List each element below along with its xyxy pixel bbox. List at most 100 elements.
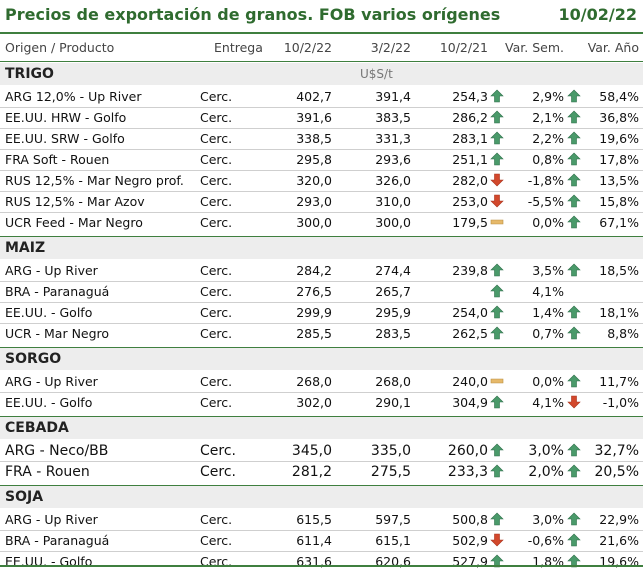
delivery-cell: Cerc. [200,395,233,410]
var-year-cell: -1,0% [602,395,639,410]
var-week-cell: 3,0% [532,512,564,527]
delivery-cell: Cerc. [200,374,233,389]
var-week-cell: -0,6% [527,533,564,548]
arrow-up-icon [490,443,504,457]
delivery-cell: Cerc. [200,152,233,167]
arrow-up-icon [490,305,504,319]
arrow-up-icon [567,89,581,103]
delivery-cell: Cerc. [200,533,233,548]
header-var-year: Var. Año [587,40,639,55]
arrow-up-icon [567,464,581,478]
price-week-ago-cell: 326,0 [375,173,411,188]
header-delivery: Entrega [214,40,263,55]
var-week-cell: 1,4% [532,305,564,320]
var-year-cell: 8,8% [607,326,639,341]
price-week-ago-cell: 295,9 [375,305,411,320]
var-year-cell: 58,4% [599,89,639,104]
var-week-cell: 0,0% [532,215,564,230]
table-row: ARG - Up River Cerc. 284,2 274,4 239,8 3,5% 18… [0,261,643,282]
price-year-ago-cell: 251,1 [452,152,488,167]
section-divider [0,236,643,237]
var-week-cell: 2,2% [532,131,564,146]
var-year-cell: 19,6% [599,131,639,146]
price-current-cell: 611,4 [296,533,332,548]
price-week-ago-cell: 383,5 [375,110,411,125]
price-year-ago-cell: 233,3 [447,464,488,480]
var-year-cell: 13,5% [599,173,639,188]
section-divider [0,347,643,348]
arrow-up-icon [567,215,581,229]
section-title: CEBADA [5,420,69,436]
delivery-cell: Cerc. [200,443,236,459]
price-week-ago-cell: 268,0 [375,374,411,389]
var-week-cell: 0,8% [532,152,564,167]
header-col1: 10/2/22 [283,40,332,55]
price-week-ago-cell: 310,0 [375,194,411,209]
price-year-ago-cell: 260,0 [447,443,488,459]
delivery-cell: Cerc. [200,263,233,278]
delivery-cell: Cerc. [200,326,233,341]
arrow-up-icon [490,464,504,478]
price-current-cell: 284,2 [296,263,332,278]
arrow-up-icon [490,89,504,103]
table-row: EE.UU. SRW - Golfo Cerc. 338,5 331,3 283,1 2,… [0,129,643,150]
header-var-week: Var. Sem. [505,40,564,55]
var-year-cell: 15,8% [599,194,639,209]
delivery-cell: Cerc. [200,464,236,480]
price-week-ago-cell: 275,5 [370,464,411,480]
price-current-cell: 285,5 [296,326,332,341]
table-header: Origen / Producto Entrega 10/2/22 3/2/22… [0,36,643,60]
var-year-cell: 18,1% [599,305,639,320]
price-year-ago-cell: 282,0 [452,173,488,188]
section-title: MAIZ [5,240,46,256]
product-cell: ARG - Neco/BB [5,443,109,459]
price-year-ago-cell: 239,8 [452,263,488,278]
price-current-cell: 281,2 [291,464,332,480]
table-row: FRA - Rouen Cerc. 281,2 275,5 233,3 2,0% 20,5% [0,462,643,483]
var-week-cell: 2,1% [532,110,564,125]
table-row: EE.UU. - Golfo Cerc. 299,9 295,9 254,0 1,4% 18… [0,303,643,324]
var-year-cell: 20,5% [594,464,639,480]
delivery-cell: Cerc. [200,110,233,125]
table-row: EE.UU. - Golfo Cerc. 631,6 620,6 527,9 1,8% 19… [0,552,643,573]
arrow-up-icon [490,284,504,298]
price-week-ago-cell: 290,1 [375,395,411,410]
arrow-up-icon [490,395,504,409]
price-week-ago-cell: 335,0 [370,443,411,459]
header-col2: 3/2/22 [370,40,411,55]
section-header: SOJA [0,486,643,508]
price-week-ago-cell: 274,4 [375,263,411,278]
arrow-up-icon [567,533,581,547]
section-title: SORGO [5,351,62,367]
price-week-ago-cell: 265,7 [375,284,411,299]
price-year-ago-cell: 179,5 [452,215,488,230]
delivery-cell: Cerc. [200,305,233,320]
table-row: ARG - Up River Cerc. 615,5 597,5 500,8 3,0% 22… [0,510,643,531]
arrow-down-icon [490,173,504,187]
table-row: RUS 12,5% - Mar Azov Cerc. 293,0 310,0 253,0… [0,192,643,213]
var-week-cell: 4,1% [532,284,564,299]
price-week-ago-cell: 597,5 [375,512,411,527]
product-cell: ARG 12,0% - Up River [5,89,142,104]
price-week-ago-cell: 283,5 [375,326,411,341]
arrow-up-icon [567,326,581,340]
table-row: EE.UU. HRW - Golfo Cerc. 391,6 383,5 286,2 2,… [0,108,643,129]
table-row: RUS 12,5% - Mar Negro prof. Cerc. 320,0 326… [0,171,643,192]
price-week-ago-cell: 300,0 [375,215,411,230]
var-week-cell: 2,9% [532,89,564,104]
var-week-cell: 3,5% [532,263,564,278]
var-week-cell: -5,5% [527,194,564,209]
arrow-up-icon [567,110,581,124]
price-current-cell: 402,7 [296,89,332,104]
table-row: ARG - Up River Cerc. 268,0 268,0 240,0 0,0% 11… [0,372,643,393]
product-cell: RUS 12,5% - Mar Azov [5,194,145,209]
section-title: SOJA [5,489,44,505]
product-cell: UCR - Mar Negro [5,326,110,341]
table-row: FRA Soft - Rouen Cerc. 295,8 293,6 251,1 0,8%… [0,150,643,171]
arrow-up-icon [567,173,581,187]
product-cell: BRA - Paranaguá [5,284,110,299]
price-year-ago-cell: 254,0 [452,305,488,320]
delivery-cell: Cerc. [200,173,233,188]
price-week-ago-cell: 391,4 [375,89,411,104]
arrow-up-icon [567,443,581,457]
